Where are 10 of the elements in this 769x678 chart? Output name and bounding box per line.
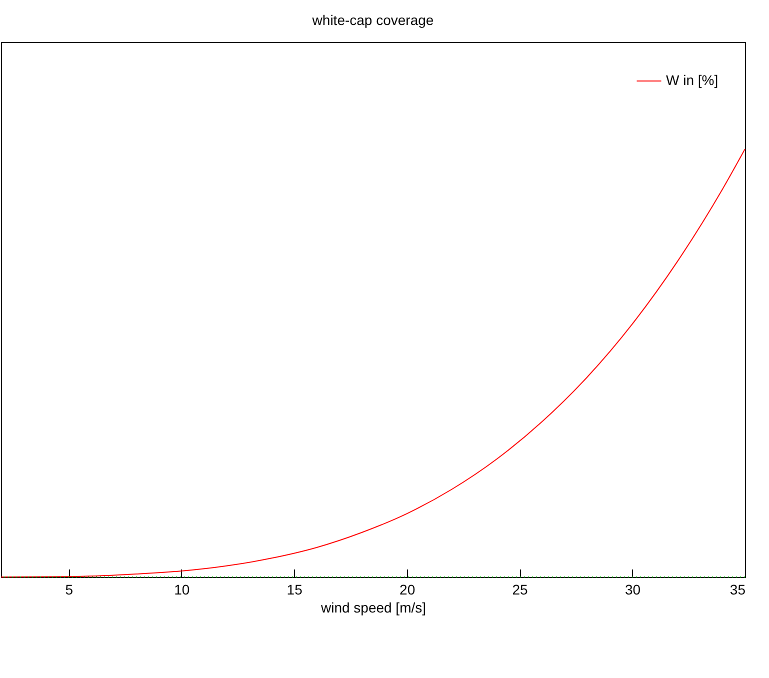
x-tick-label: 5 bbox=[65, 582, 74, 598]
x-axis-title: wind speed [m/s] bbox=[320, 600, 426, 616]
x-tick-label: 15 bbox=[286, 582, 303, 598]
x-tick-label: 30 bbox=[624, 582, 641, 598]
x-tick-label: 10 bbox=[174, 582, 190, 598]
legend-label: W in [%] bbox=[666, 72, 718, 88]
x-tick-label: 35 bbox=[730, 582, 746, 598]
x-tick-label: 20 bbox=[400, 582, 416, 598]
chart-title: white-cap coverage bbox=[311, 12, 434, 28]
x-tick-label: 25 bbox=[512, 582, 528, 598]
